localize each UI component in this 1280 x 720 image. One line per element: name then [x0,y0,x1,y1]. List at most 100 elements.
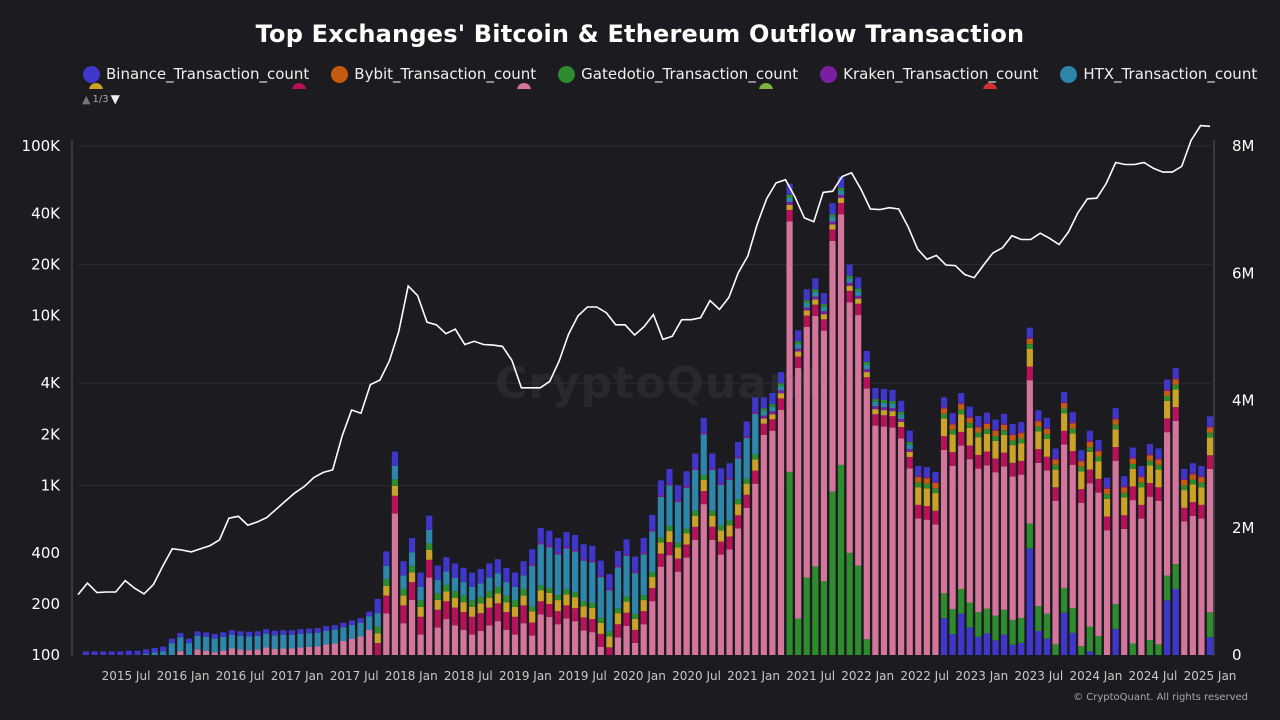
bar-segment-kraken [692,468,699,470]
bar-segment-pink [203,650,210,655]
bar-segment-binance [91,651,98,655]
bar-segment-mag [434,609,441,628]
bar-segment-binance [245,631,253,637]
bar-segment-binance [400,561,407,576]
bar-segment-pink [863,388,870,640]
bar-segment-gate [1198,482,1205,488]
bar-segment-mag [563,605,570,619]
bar-segment-mag [1000,452,1008,467]
bar-segment-kraken [666,483,673,486]
bar-segment-gate [469,600,476,607]
bar-segment-binance [417,572,424,587]
legend-item-binance[interactable]: Binance_Transaction_count [83,65,309,83]
bar-segment-mag [1061,430,1068,445]
bar-segment-binance [735,442,742,457]
bar-segment-binance [683,471,690,486]
bar-segment-pink [494,621,501,655]
bar-segment-htx [400,575,407,589]
bar-segment-gate [511,600,519,607]
bar-segment-yellow [966,427,973,446]
bar-segment-kraken [940,406,948,409]
x-axis-tick-label: 2021 Jan [727,669,780,683]
bar-segment-gate [1035,426,1042,432]
bar-segment-binance [983,412,991,423]
x-axis-tick-label: 2016 Jan [157,669,210,683]
legend-page-indicator: 1/3 [92,93,109,105]
bar-segment-htx [546,547,553,588]
triangle-down-icon[interactable]: ▼ [110,92,120,106]
legend-item-htx[interactable]: HTX_Transaction_count [1060,65,1257,83]
bar-segment-mag [391,495,398,514]
bar-segment-yellow [923,488,930,507]
bar-segment-gate [726,520,733,526]
bar-segment-pink [443,619,450,655]
bar-segment-htx [280,634,287,649]
legend-item-gatedotio[interactable]: Gatedotio_Transaction_count [558,65,798,83]
bar-segment-yellow [940,418,948,437]
bar-segment-kraken [1103,487,1111,489]
bar-segment-binance [177,632,184,638]
bar-segment-binance [323,626,330,631]
bar-segment-gate [537,585,544,591]
bar-segment-binance [263,629,270,634]
bar-segment-gate [400,588,407,596]
bar-segment-pink [717,554,725,655]
bar-segment-kraken [1138,475,1145,478]
bar-segment-binance [580,544,587,559]
bar-segment-htx [374,613,381,627]
bar-segment-pink [503,629,510,655]
bar-segment-binance [391,451,398,466]
bar-segment-binance [880,388,888,401]
bar-segment-binance [1035,631,1042,655]
bar-segment-kraken [709,468,716,470]
bar-segment-htx [228,634,235,649]
bar-segment-pink [958,445,965,589]
bar-segment-pink [417,634,424,655]
bar-segment-kraken [657,494,664,497]
legend-swatch-kraken [820,65,838,83]
bar-segment-yellow [769,414,776,420]
bar-segment-yellow [1103,498,1111,517]
bar-segment-pink [1026,380,1033,524]
bar-segment-yellow [1069,433,1076,452]
legend-item-bybit[interactable]: Bybit_Transaction_count [331,65,536,83]
bar-segment-yellow [743,483,750,495]
bar-segment-gate [940,413,948,419]
bar-segment-yellow [623,601,630,613]
legend-item-kraken[interactable]: Kraken_Transaction_count [820,65,1038,83]
bar-segment-binance [100,651,107,655]
bar-segment-htx [889,403,896,409]
bar-segment-gate [692,510,699,516]
bar-segment-binance [469,572,476,587]
bar-segment-htx [503,582,510,596]
bar-segment-htx [846,278,853,283]
bar-segment-bybit [1043,428,1051,435]
bar-segment-gate [391,479,398,486]
legend-swatch-bybit [331,65,349,83]
bar-segment-pink [649,601,656,655]
triangle-up-icon[interactable]: ▲ [82,92,91,106]
bar-segment-pink [529,635,536,655]
bar-segment-htx [160,651,167,655]
bar-segment-pink [323,644,330,655]
bar-segment-binance [657,480,664,495]
bar-segment-kraken [975,425,982,428]
bar-segment-bybit [1189,474,1196,480]
bar-segment-gate [1078,466,1085,472]
bar-segment-binance [511,572,519,587]
bar-segment-gate [529,606,536,612]
bar-segment-binance [340,622,347,628]
bar-segment-kraken [1043,427,1051,429]
bar-segment-pink [263,647,270,655]
bar-segment-kraken [1189,472,1196,475]
bar-segment-kraken [571,549,579,552]
bar-segment-kraken [1035,419,1042,422]
bar-segment-binance [460,567,467,583]
bar-segment-gate [649,572,656,578]
bar-segment-htx [460,582,467,596]
bar-segment-binance [1121,476,1128,486]
bar-segment-pink [829,240,836,492]
bar-segment-gate [940,593,948,619]
bar-segment-gate [1069,608,1076,633]
bar-segment-bybit [958,404,965,410]
